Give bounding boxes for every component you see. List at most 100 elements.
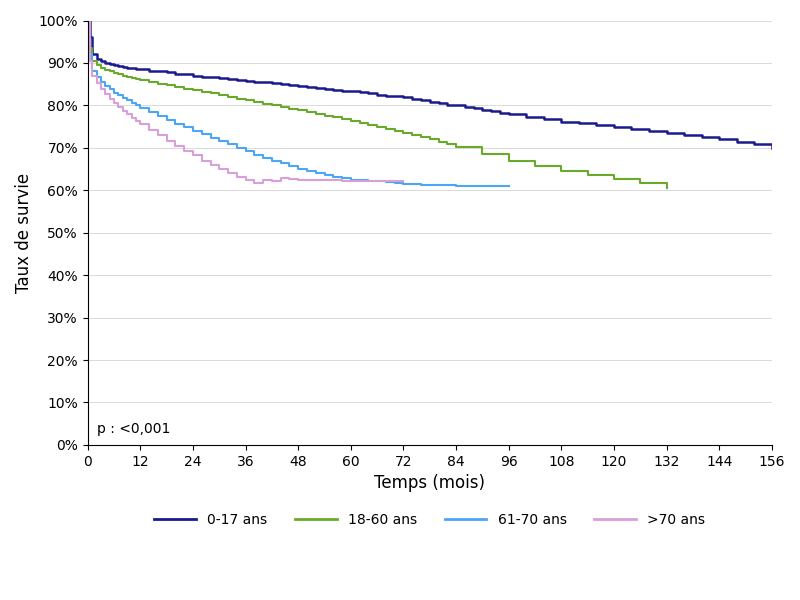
>70 ans (118, 107, 128, 115)
61-70 ans (135, 104, 145, 112)
18-60 ans (662, 184, 671, 191)
61-70 ans (122, 97, 132, 104)
61-70 ans (267, 157, 277, 164)
>70 ans (85, 57, 94, 64)
>70 ans (338, 178, 347, 185)
>70 ans (179, 147, 189, 154)
>70 ans (101, 91, 110, 98)
>70 ans (122, 110, 132, 118)
18-60 ans (442, 141, 452, 148)
Line: 18-60 ans: 18-60 ans (88, 20, 666, 188)
>70 ans (131, 117, 141, 124)
>70 ans (346, 178, 356, 185)
0-17 ans (320, 85, 330, 92)
0-17 ans (87, 51, 97, 58)
>70 ans (250, 179, 259, 186)
61-70 ans (346, 176, 356, 183)
0-17 ans (697, 134, 706, 141)
>70 ans (398, 178, 408, 185)
>70 ans (170, 142, 180, 149)
>70 ans (232, 173, 242, 180)
Legend: 0-17 ans, 18-60 ans, 61-70 ans, >70 ans: 0-17 ans, 18-60 ans, 61-70 ans, >70 ans (149, 507, 710, 532)
>70 ans (241, 176, 250, 184)
61-70 ans (276, 160, 286, 167)
61-70 ans (101, 82, 110, 89)
>70 ans (87, 72, 97, 79)
>70 ans (188, 152, 198, 159)
>70 ans (355, 178, 365, 185)
>70 ans (302, 176, 312, 184)
>70 ans (329, 176, 338, 184)
>70 ans (214, 166, 224, 173)
61-70 ans (127, 99, 137, 106)
0-17 ans (250, 78, 259, 85)
61-70 ans (320, 172, 330, 179)
Line: 0-17 ans: 0-17 ans (88, 20, 772, 148)
>70 ans (258, 176, 268, 184)
61-70 ans (105, 86, 114, 93)
61-70 ans (83, 17, 93, 24)
Line: 61-70 ans: 61-70 ans (88, 20, 509, 187)
61-70 ans (162, 116, 171, 124)
61-70 ans (294, 166, 303, 173)
>70 ans (110, 100, 119, 107)
>70 ans (390, 178, 399, 185)
>70 ans (162, 137, 171, 144)
61-70 ans (241, 148, 250, 155)
0-17 ans (767, 144, 777, 151)
>70 ans (311, 176, 321, 183)
>70 ans (372, 178, 382, 185)
61-70 ans (355, 176, 365, 184)
61-70 ans (338, 175, 347, 182)
61-70 ans (188, 127, 198, 134)
61-70 ans (504, 183, 514, 190)
61-70 ans (381, 179, 390, 186)
>70 ans (105, 95, 114, 103)
61-70 ans (302, 167, 312, 175)
61-70 ans (96, 78, 106, 85)
>70 ans (363, 178, 373, 185)
>70 ans (127, 114, 137, 121)
61-70 ans (451, 182, 461, 189)
61-70 ans (206, 134, 215, 141)
61-70 ans (232, 144, 242, 151)
61-70 ans (390, 179, 399, 187)
0-17 ans (197, 73, 206, 80)
61-70 ans (311, 170, 321, 177)
61-70 ans (223, 141, 233, 148)
>70 ans (206, 161, 215, 169)
>70 ans (96, 86, 106, 93)
61-70 ans (416, 181, 426, 188)
>70 ans (83, 17, 93, 24)
>70 ans (223, 170, 233, 177)
0-17 ans (390, 93, 399, 100)
>70 ans (135, 120, 145, 127)
18-60 ans (355, 119, 365, 127)
61-70 ans (118, 94, 128, 101)
61-70 ans (153, 112, 162, 119)
>70 ans (92, 80, 102, 87)
61-70 ans (110, 89, 119, 96)
61-70 ans (197, 131, 206, 138)
61-70 ans (363, 178, 373, 185)
61-70 ans (250, 151, 259, 158)
>70 ans (276, 174, 286, 181)
61-70 ans (434, 182, 443, 189)
Text: p : <0,001: p : <0,001 (97, 422, 170, 436)
61-70 ans (92, 73, 102, 80)
0-17 ans (83, 17, 93, 24)
18-60 ans (390, 127, 399, 134)
>70 ans (144, 126, 154, 133)
61-70 ans (179, 124, 189, 131)
61-70 ans (372, 178, 382, 185)
18-60 ans (83, 17, 93, 24)
61-70 ans (285, 163, 294, 170)
18-60 ans (144, 79, 154, 86)
61-70 ans (398, 180, 408, 187)
>70 ans (294, 176, 303, 183)
61-70 ans (87, 67, 97, 74)
61-70 ans (486, 182, 496, 190)
61-70 ans (131, 102, 141, 109)
>70 ans (320, 177, 330, 184)
61-70 ans (170, 120, 180, 127)
